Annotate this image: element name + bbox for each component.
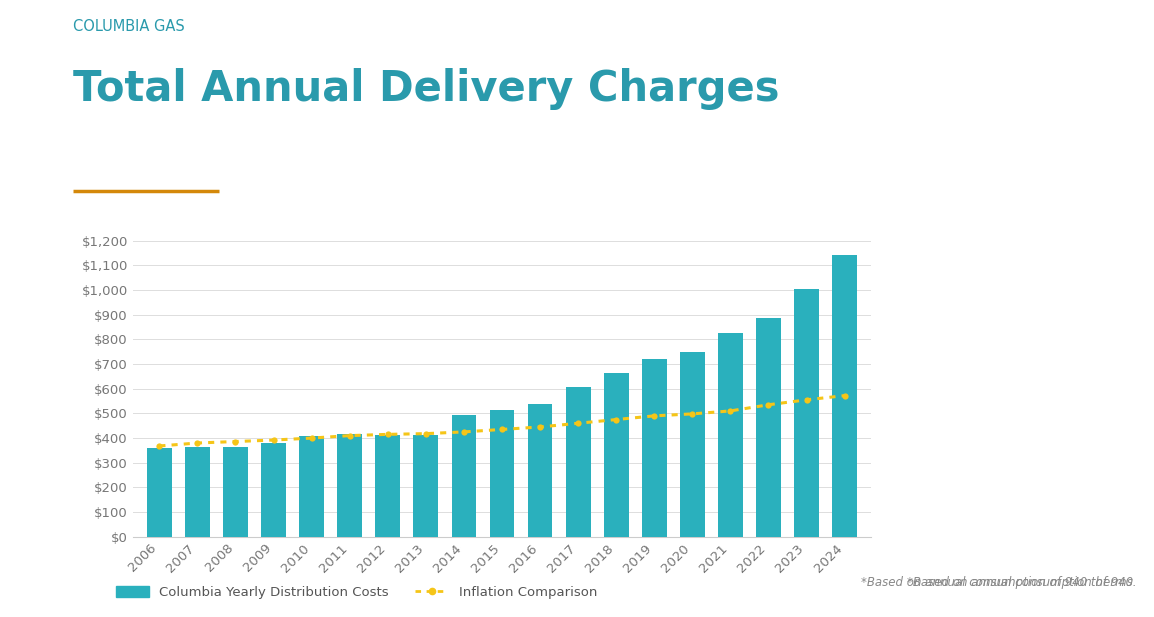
Bar [147, 448, 172, 537]
Text: *Based on annual consumption of 940 therms.: *Based on annual consumption of 940 ther… [861, 576, 1137, 589]
Bar [756, 318, 781, 537]
Bar [680, 352, 705, 537]
Bar [832, 255, 857, 537]
Bar [261, 444, 286, 537]
Bar [185, 447, 210, 537]
Bar [375, 435, 400, 537]
Bar [718, 333, 743, 537]
Bar [451, 415, 477, 537]
Bar [527, 404, 553, 537]
Bar [337, 434, 362, 537]
Bar [299, 436, 324, 537]
Bar [223, 447, 248, 537]
Bar [565, 387, 591, 537]
Bar [604, 373, 629, 537]
Bar [794, 289, 819, 537]
Text: COLUMBIA GAS: COLUMBIA GAS [73, 19, 185, 33]
Text: Total Annual Delivery Charges: Total Annual Delivery Charges [73, 68, 779, 110]
Bar [642, 359, 667, 537]
Text: *Based on annual consumption of 940: *Based on annual consumption of 940 [907, 576, 1137, 589]
Bar [413, 435, 439, 537]
Bar [489, 410, 515, 537]
Legend: Columbia Yearly Distribution Costs, Inflation Comparison: Columbia Yearly Distribution Costs, Infl… [111, 580, 602, 604]
